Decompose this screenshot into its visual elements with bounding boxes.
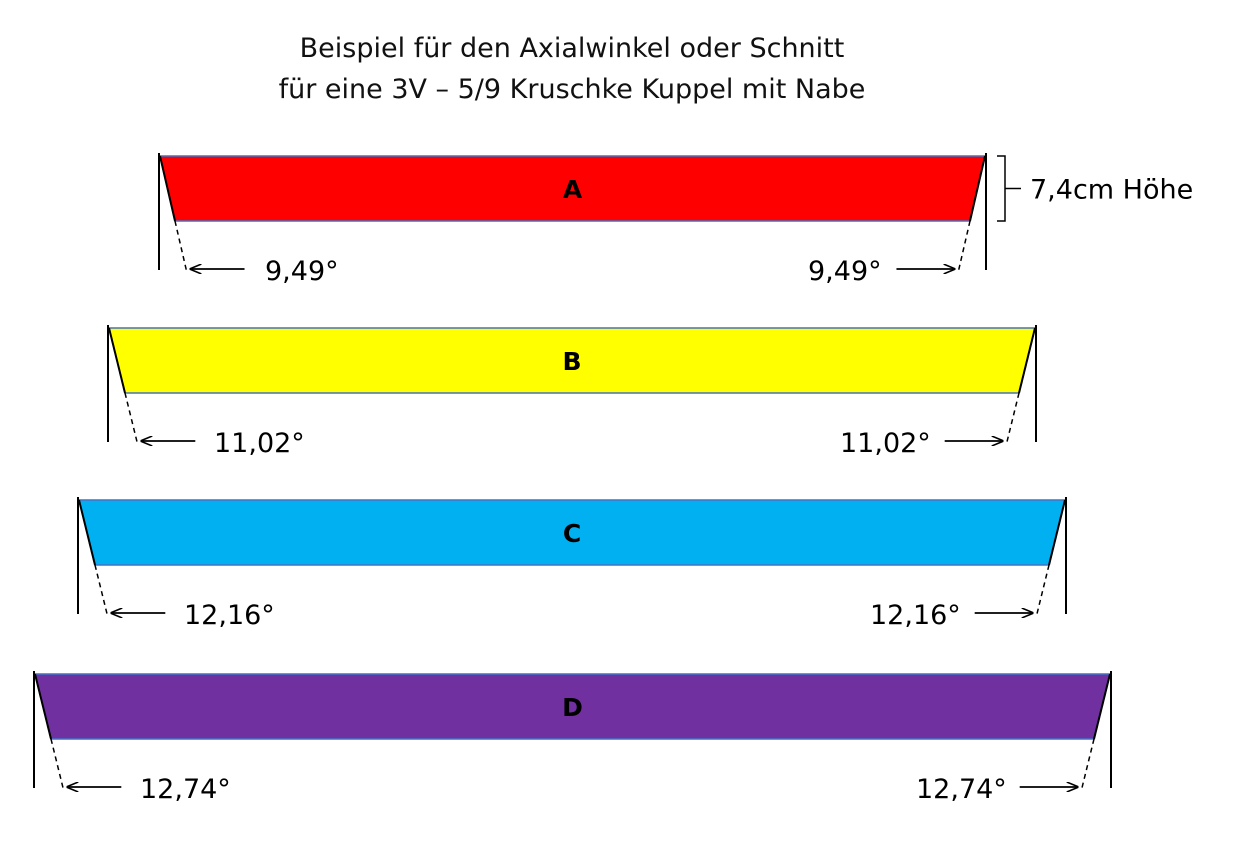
angle-left: 12,74° — [140, 774, 231, 805]
strut-a: A 9,49° 9,49° — [158, 153, 987, 287]
cut-edge-right — [1093, 673, 1111, 740]
diagram-title: Beispiel für den Axialwinkel oder Schnit… — [0, 28, 1144, 110]
strut-c: C 12,16° 12,16° — [77, 497, 1067, 631]
angle-right: 12,16° — [870, 600, 961, 631]
height-label: 7,4cm Höhe — [1030, 175, 1193, 206]
cut-edge-left — [78, 499, 96, 566]
cut-edge-right — [969, 155, 986, 222]
strut-d: D 12,74° 12,74° — [33, 671, 1112, 805]
strut-label: C — [563, 519, 581, 548]
strut-label: A — [563, 175, 583, 204]
angle-right: 11,02° — [840, 428, 931, 459]
cut-edge-left — [159, 155, 176, 222]
strut-b: B 11,02° 11,02° — [107, 325, 1037, 459]
cut-extension-right — [1035, 564, 1050, 616]
cut-extension-left — [94, 564, 109, 616]
cut-edge-right — [1048, 499, 1066, 566]
angle-left: 11,02° — [214, 428, 305, 459]
angle-left: 12,16° — [184, 600, 275, 631]
cut-edge-right — [1018, 327, 1036, 394]
cut-extension-right — [1080, 738, 1095, 790]
strut-label: D — [562, 693, 583, 722]
cut-edge-left — [108, 327, 126, 394]
height-bracket — [997, 155, 1006, 222]
title-line-1: Beispiel für den Axialwinkel oder Schnit… — [299, 33, 845, 64]
cut-extension-left — [50, 738, 65, 790]
angle-right: 9,49° — [808, 256, 882, 287]
angle-left: 9,49° — [265, 256, 339, 287]
height-annotation: 7,4cm Höhe — [997, 155, 1193, 222]
cut-extension-left — [174, 220, 188, 272]
cut-edge-left — [34, 673, 52, 740]
cut-extension-right — [957, 220, 971, 272]
cut-extension-left — [124, 392, 139, 444]
strut-label: B — [562, 347, 581, 376]
angle-right: 12,74° — [916, 774, 1007, 805]
cut-extension-right — [1005, 392, 1020, 444]
title-line-2: für eine 3V – 5/9 Kruschke Kuppel mit Na… — [278, 74, 866, 105]
